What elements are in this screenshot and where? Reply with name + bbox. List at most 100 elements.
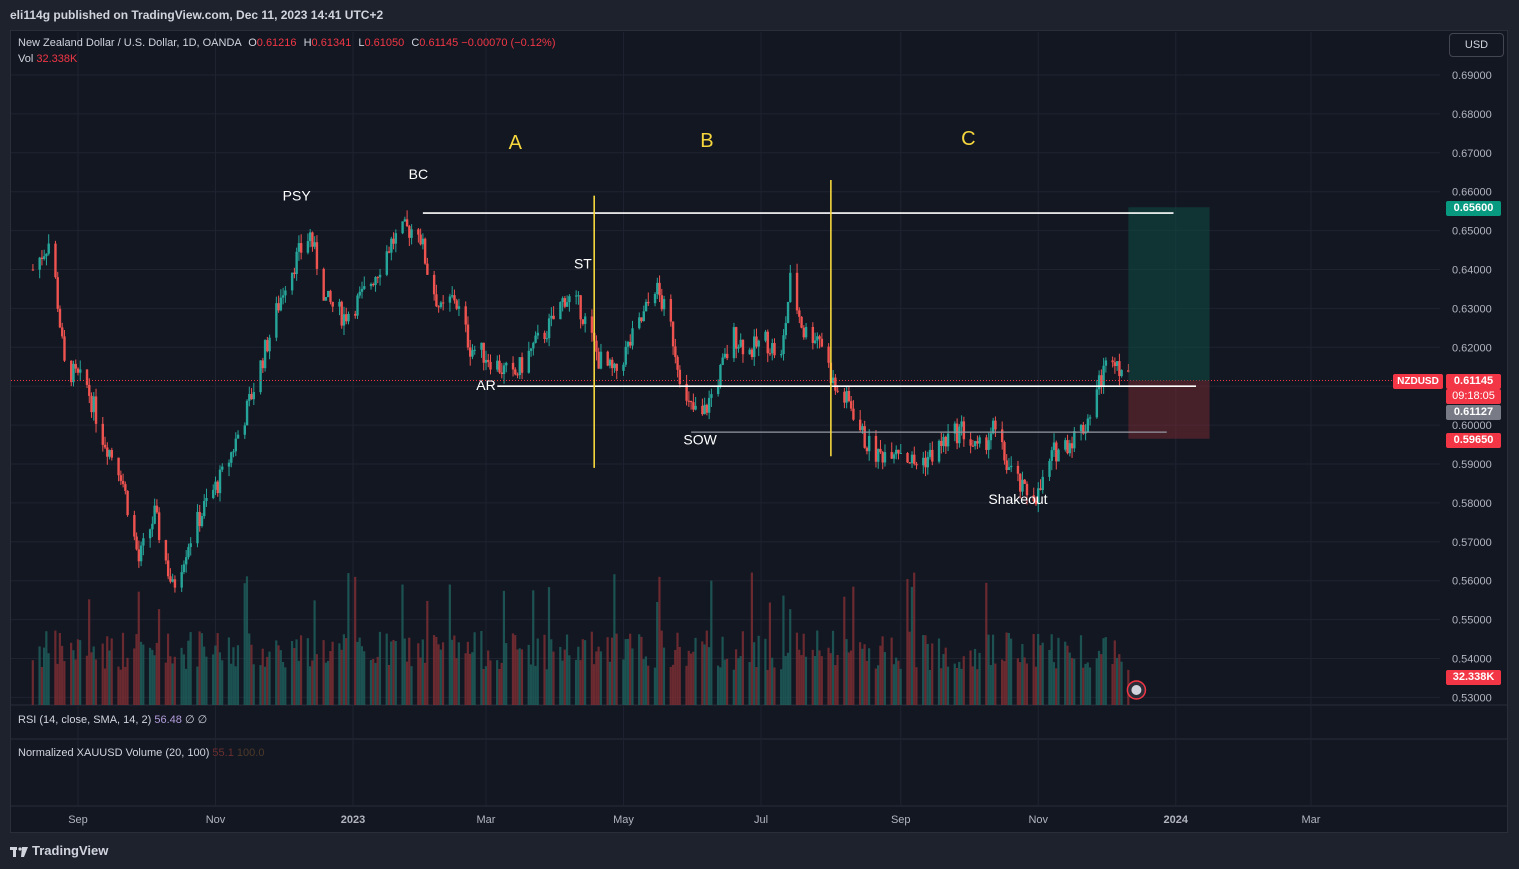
volume-bar [110,638,113,705]
open-value: 0.61216 [256,37,297,49]
volume-bar [906,578,909,705]
volume-bar [1082,667,1085,705]
volume-bar [1041,642,1044,705]
candle-body [847,391,851,402]
candle-body [259,360,262,393]
volume-bar [536,638,539,705]
candle-body [1048,460,1051,477]
volume-bar [879,645,882,705]
volume-bar [173,656,176,705]
candle-body [263,340,267,369]
candle-body [1115,361,1119,367]
candle-body [543,332,546,340]
candle-body [248,394,251,401]
candle-body [725,353,729,359]
volume-bar [707,647,711,705]
volume-bar [978,652,981,705]
crosshair-price-label: 0.61127 [1446,405,1501,420]
volume-bar [390,641,393,705]
candle-body [252,392,256,400]
candle-body [268,337,271,352]
candle-body [372,284,375,286]
volume-bar [676,632,679,705]
volume-bar [741,631,744,705]
rsi-pane-label[interactable]: RSI (14, close, SMA, 14, 2) 56.48 ∅ ∅ [18,713,207,726]
volume-bar [423,662,427,705]
candle-body [937,440,941,462]
candle-body [877,448,880,462]
volume-bar [899,668,902,705]
candle-body [502,365,506,375]
volume-bar [1088,667,1092,705]
candle-body [773,343,776,356]
candle-body [484,359,488,363]
candle-body [453,295,456,301]
symbol-title[interactable]: New Zealand Dollar / U.S. Dollar, 1D, OA… [18,37,242,49]
volume-bar [157,609,161,705]
volume-bar [250,644,253,705]
candle-body [991,420,995,434]
volume-bar [200,633,203,705]
candle-body [90,395,93,413]
us-flag-icon [1131,685,1142,695]
candle-body [613,363,616,369]
candle-body [874,435,878,462]
candle-body [54,243,57,278]
tradingview-logo-icon [10,846,28,857]
candle-body [960,421,963,427]
volume-bar [275,640,278,705]
volume-bar [550,639,553,705]
candle-body [757,340,760,347]
candle-body [985,437,988,450]
candle-body [1050,450,1053,461]
volume-bar [640,636,643,705]
volume-bar [473,632,476,705]
candle-body [1064,440,1067,450]
volume-bar [685,665,688,705]
volume-bar [987,634,990,705]
volume-bar [1100,654,1103,705]
candle-body [63,336,66,361]
candle-body [1003,442,1006,461]
candle-body [899,453,902,455]
candle-body [450,295,454,297]
volume-bar [119,669,122,705]
candle-body [802,327,806,338]
candle-body [173,579,177,588]
volume-bar [847,652,850,705]
volume-bar [527,644,530,705]
candle-body [1066,440,1069,454]
volume-bar [732,669,735,705]
volume-bar [38,646,41,705]
volume-bar [227,637,231,705]
candle-body [290,272,294,291]
candle-body [464,306,467,325]
volume-bar [216,633,219,705]
norm-volume-pane-label[interactable]: Normalized XAUUSD Volume (20, 100) 55.1 … [18,747,264,759]
volume-bar [311,660,314,705]
candle-body [599,351,603,369]
candle-body [705,404,709,413]
tradingview-footer[interactable]: TradingView [10,843,108,858]
volume-bar [281,661,285,705]
volume-bar [843,596,846,705]
candle-body [563,298,567,307]
candle-body [701,405,704,415]
candle-body [955,423,959,444]
candle-body [958,426,961,444]
candle-body [293,272,296,275]
volume-bar [505,643,508,705]
candle-body [374,277,377,286]
candle-body [629,341,632,346]
candle-body [944,436,948,447]
candle-body [171,579,174,582]
volume-bar [989,665,992,705]
currency-button[interactable]: USD [1449,33,1504,57]
volume-label[interactable]: Vol [18,53,34,65]
volume-bar [624,639,627,705]
volume-bar [671,664,675,705]
volume-bar [836,654,839,705]
volume-bar [322,640,325,705]
volume-bar [315,654,318,705]
